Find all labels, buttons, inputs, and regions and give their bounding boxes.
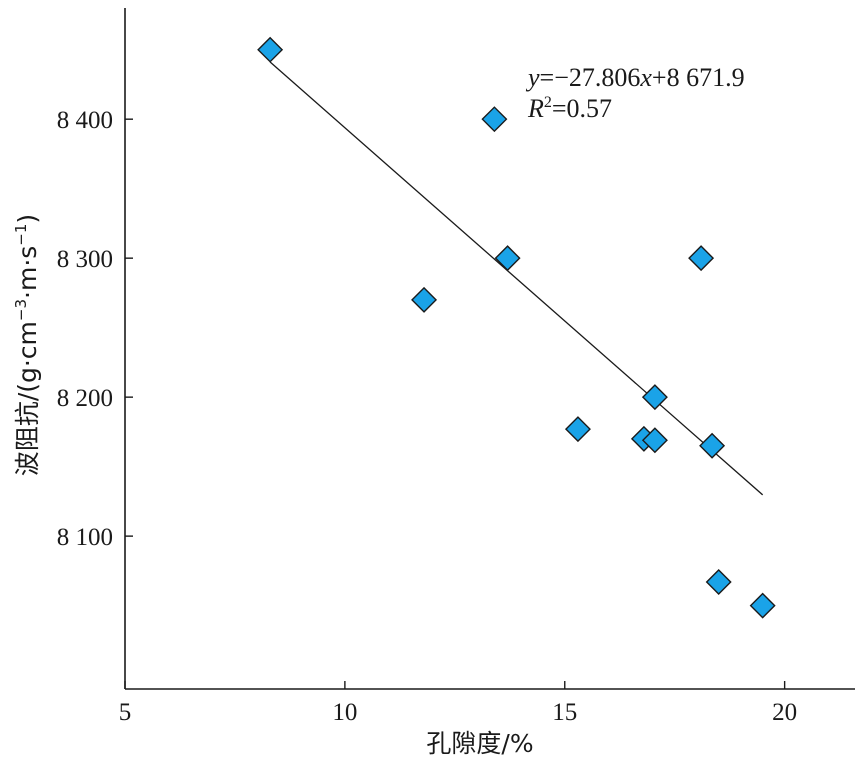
y-axis-title-part: 波阻抗/(g·cm (13, 321, 42, 476)
data-point (641, 384, 668, 411)
data-point (641, 427, 668, 454)
equation-y-variable: y (525, 63, 540, 92)
y-tick-label: 8 200 (57, 385, 113, 412)
r-squared-value: =0.57 (552, 94, 612, 123)
x-tick-label: 20 (772, 699, 797, 726)
r-squared-variable: R (527, 94, 544, 123)
data-point (257, 36, 284, 63)
y-tick-label: 8 400 (57, 107, 113, 134)
regression-trendline (269, 61, 764, 496)
chart-ticks: 5 10 15 20 8 100 8 200 8 300 8 400 (57, 107, 797, 726)
data-point (411, 286, 438, 313)
chart-axes (124, 8, 855, 690)
data-points-layer (257, 36, 776, 619)
x-tick-label: 5 (119, 699, 132, 726)
y-axis-title-superscript: −3 (12, 299, 30, 321)
data-point (705, 568, 732, 595)
x-tick-label: 15 (552, 699, 577, 726)
trendline-layer (269, 61, 764, 496)
data-point (481, 106, 508, 133)
equation-intercept: +8 671.9 (652, 63, 745, 92)
y-tick-label: 8 300 (57, 246, 113, 273)
y-axis-title-superscript: −1 (12, 224, 30, 246)
y-axis-title: 波阻抗/(g·cm−3·m·s−1) (12, 214, 42, 476)
x-axis-title: 孔隙度/% (426, 729, 533, 758)
equation-x-variable: x (639, 63, 652, 92)
x-tick-label: 10 (332, 699, 357, 726)
r-squared-label: R2=0.57 (527, 94, 612, 123)
equation-slope: =−27.806 (540, 63, 641, 92)
regression-equation: y=−27.806x+8 671.9 (525, 63, 745, 92)
data-point (688, 245, 715, 272)
y-axis-title-part: ) (13, 214, 42, 224)
data-point (564, 416, 591, 443)
data-point (749, 592, 776, 619)
r-squared-superscript: 2 (544, 94, 552, 111)
y-axis-title-part: ·m·s (13, 246, 42, 299)
y-tick-label: 8 100 (57, 524, 113, 551)
data-point (699, 432, 726, 459)
data-point (494, 245, 521, 272)
